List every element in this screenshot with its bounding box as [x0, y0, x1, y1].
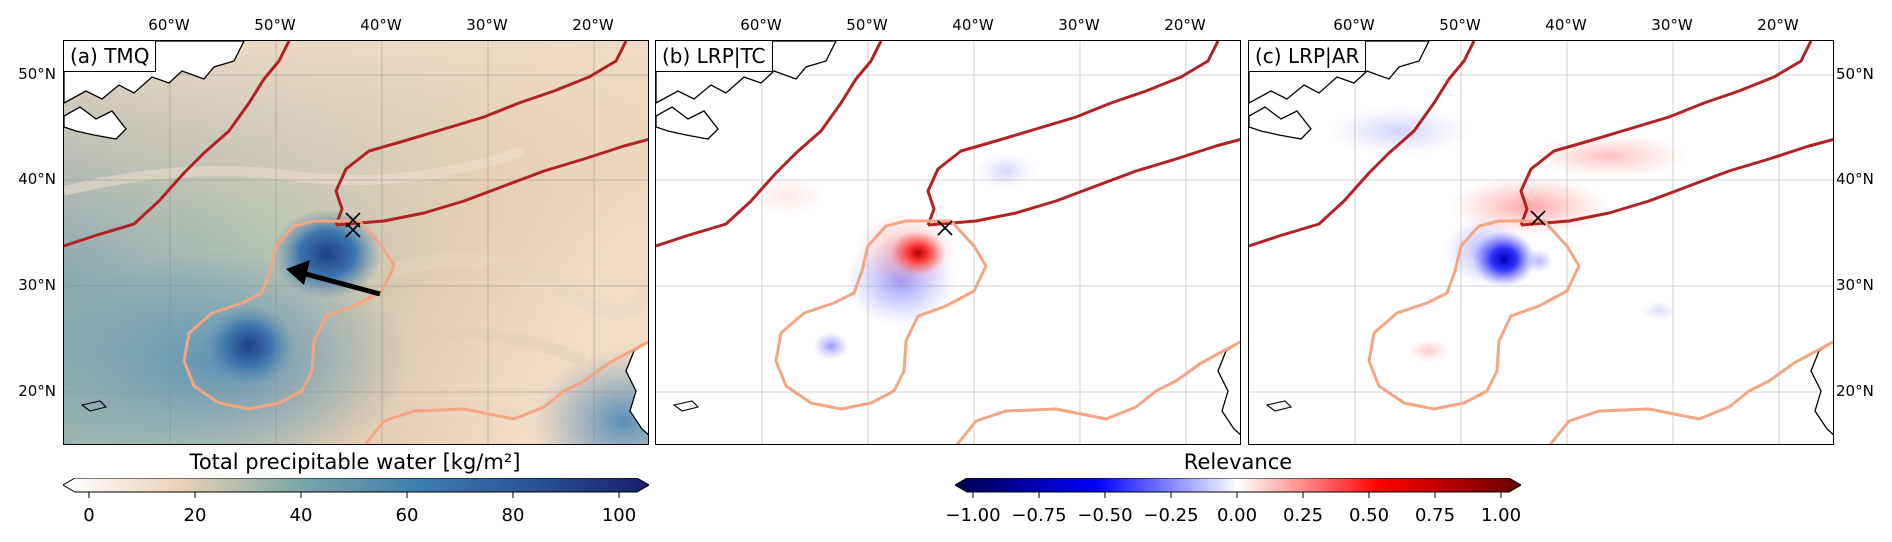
- colorbar-label: Total precipitable water [kg/m²]: [189, 450, 521, 474]
- colorbar-tick: 0.00: [1216, 505, 1258, 526]
- colorbar-tick: 0: [83, 505, 95, 526]
- lon-tick: 50°W: [846, 16, 888, 34]
- tc-center-marker-icon: [345, 212, 361, 238]
- lon-tick: 30°W: [466, 16, 508, 34]
- colorbar-tick: 100: [601, 505, 637, 526]
- lon-tick: 60°W: [148, 16, 190, 34]
- lon-tick: 20°W: [1757, 16, 1799, 34]
- colorbar-tick: 60: [395, 505, 419, 526]
- graticule: [656, 41, 1240, 444]
- lat-tick: 20°N: [1836, 382, 1874, 400]
- colorbar-tick: −0.75: [1011, 505, 1067, 526]
- colorbar-relevance-gradient: [955, 478, 1521, 498]
- lat-tick: 30°N: [1836, 276, 1874, 294]
- ar-contour: [64, 41, 648, 248]
- lrp-tc-map: [656, 41, 1240, 444]
- lon-tick: 60°W: [1333, 16, 1375, 34]
- lon-tick: 20°W: [572, 16, 614, 34]
- tc-contour: [182, 219, 648, 444]
- tc-center-marker-icon: [1530, 210, 1546, 226]
- lon-tick: 30°W: [1058, 16, 1100, 34]
- panel-title: (b) LRP|TC: [656, 41, 773, 72]
- panel-title: (a) TMQ: [64, 41, 157, 72]
- lat-tick: 50°N: [18, 65, 56, 83]
- colorbar-tick: 0.50: [1348, 505, 1390, 526]
- tc-motion-arrow-icon: [286, 260, 381, 297]
- colorbar-tick: 0.75: [1414, 505, 1456, 526]
- tc-center-marker-icon: [937, 220, 953, 236]
- lon-tick: 50°W: [254, 16, 296, 34]
- panel-lrp-ar: (c) LRP|AR: [1248, 40, 1834, 445]
- tmq-map: [64, 41, 648, 444]
- lat-tick: 40°N: [18, 170, 56, 188]
- colorbar-tick: 40: [289, 505, 313, 526]
- colorbar-tick: −1.00: [945, 505, 1001, 526]
- colorbar-tick: 1.00: [1480, 505, 1522, 526]
- panel-tmq: (a) TMQ: [63, 40, 649, 445]
- ar-contour: [656, 41, 1240, 248]
- ar-contour: [1249, 41, 1833, 248]
- lon-tick: 40°W: [360, 16, 402, 34]
- lon-tick: 40°W: [952, 16, 994, 34]
- lat-tick: 40°N: [1836, 170, 1874, 188]
- colorbar-tick: −0.25: [1143, 505, 1199, 526]
- colorbar-tick: −0.50: [1077, 505, 1133, 526]
- lat-tick: 50°N: [1836, 65, 1874, 83]
- tc-contour: [1367, 219, 1833, 444]
- lrp-ar-map: [1249, 41, 1833, 444]
- colorbar-tick: 20: [183, 505, 207, 526]
- colorbar-tick: 80: [501, 505, 525, 526]
- colorbar-tick: 0.25: [1282, 505, 1324, 526]
- colorbar-tmq-gradient: [63, 478, 649, 498]
- panel-title: (c) LRP|AR: [1249, 41, 1367, 72]
- lon-tick: 20°W: [1164, 16, 1206, 34]
- lon-tick: 30°W: [1651, 16, 1693, 34]
- lat-tick: 30°N: [18, 276, 56, 294]
- lon-tick: 60°W: [740, 16, 782, 34]
- panel-lrp-tc: (b) LRP|TC: [655, 40, 1241, 445]
- lon-tick: 50°W: [1439, 16, 1481, 34]
- tc-contour: [774, 219, 1240, 444]
- colorbar-label: Relevance: [1183, 450, 1293, 474]
- lat-tick: 20°N: [18, 382, 56, 400]
- lon-tick: 40°W: [1545, 16, 1587, 34]
